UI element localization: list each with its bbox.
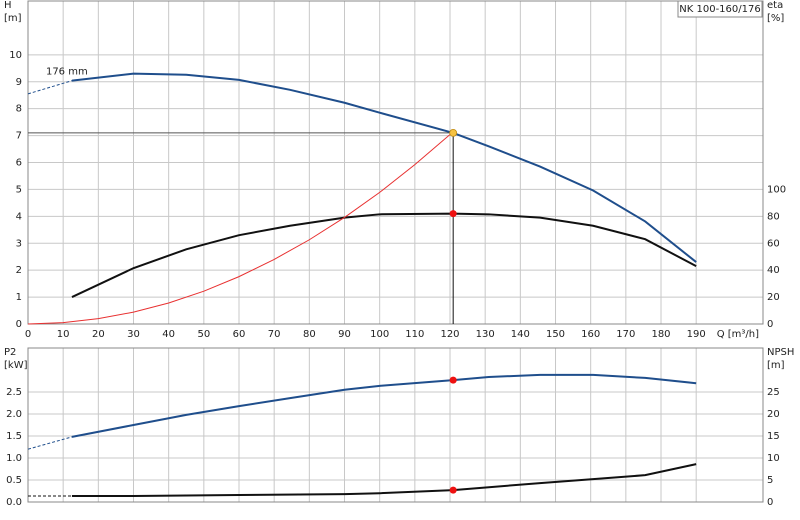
y2-tick-label: 0: [767, 497, 773, 508]
y-axis-label: [m]: [4, 13, 22, 24]
y-tick-label: 2.5: [6, 387, 22, 398]
x-tick-label: 0: [25, 329, 31, 340]
y-tick-label: 3: [16, 238, 22, 249]
y-axis-label: P2: [4, 347, 16, 358]
y-tick-label: 8: [16, 104, 22, 115]
curve-annotation: 176 mm: [46, 67, 88, 78]
x-tick-label: 30: [127, 329, 140, 340]
plot-frame: [27, 0, 764, 325]
y-axis-label: [kW]: [4, 360, 28, 371]
y2-tick-label: 60: [767, 238, 780, 249]
x-tick-label: 190: [687, 329, 706, 340]
y2-axis-label: eta: [767, 0, 783, 11]
plot-frame: [27, 347, 764, 503]
title-box: [677, 0, 763, 18]
x-tick-label: 170: [616, 329, 635, 340]
y-tick-label: 5: [16, 184, 22, 195]
x-tick-label: 160: [581, 329, 600, 340]
y2-tick-label: 20: [767, 409, 780, 420]
y-tick-label: 1.5: [6, 431, 22, 442]
y-tick-label: 2.0: [6, 409, 22, 420]
y-axis-label: H: [4, 0, 12, 11]
y2-axis-label: NPSH: [767, 347, 794, 358]
x-tick-label: 140: [511, 329, 530, 340]
y2-tick-label: 25: [767, 387, 780, 398]
x-tick-label: 60: [233, 329, 246, 340]
y-tick-label: 0: [16, 319, 22, 330]
y2-tick-label: 15: [767, 431, 780, 442]
x-tick-label: 100: [370, 329, 389, 340]
y-tick-label: 10: [9, 50, 22, 61]
x-tick-label: 80: [303, 329, 316, 340]
x-tick-label: 70: [268, 329, 281, 340]
curve: [27, 132, 454, 325]
y-tick-label: 0.0: [6, 497, 22, 508]
curve-extension: [27, 436, 73, 450]
x-tick-label: 180: [651, 329, 670, 340]
y2-tick-label: 10: [767, 453, 780, 464]
curve: [71, 373, 697, 438]
operating-point: [449, 376, 457, 384]
y-tick-label: 9: [16, 77, 22, 88]
y2-tick-label: 5: [767, 475, 773, 486]
chart-title: NK 100-160/176: [679, 4, 760, 15]
curve: [71, 463, 697, 498]
y2-tick-label: 80: [767, 211, 780, 222]
operating-point: [449, 128, 458, 137]
operating-point: [449, 486, 457, 494]
curve: [71, 72, 697, 263]
x-tick-label: 10: [57, 329, 70, 340]
y2-tick-label: 0: [767, 319, 773, 330]
y2-tick-label: 40: [767, 265, 780, 276]
x-tick-label: 110: [405, 329, 424, 340]
x-axis-label: Q [m³/h]: [717, 329, 759, 340]
y2-tick-label: 100: [767, 184, 786, 195]
y2-tick-label: 20: [767, 292, 780, 303]
y2-axis-label: [%]: [767, 13, 784, 24]
y-tick-label: 6: [16, 158, 22, 169]
x-tick-label: 40: [162, 329, 175, 340]
x-tick-label: 20: [92, 329, 105, 340]
curve-extension: [27, 80, 73, 95]
x-tick-label: 50: [197, 329, 210, 340]
y-tick-label: 1: [16, 292, 22, 303]
curve: [71, 212, 697, 298]
x-tick-label: 120: [440, 329, 459, 340]
x-tick-label: 90: [338, 329, 351, 340]
y2-axis-label: [m]: [767, 360, 785, 371]
y-tick-label: 1.0: [6, 453, 22, 464]
y-tick-label: 7: [16, 131, 22, 142]
y-tick-label: 2: [16, 265, 22, 276]
x-tick-label: 130: [476, 329, 495, 340]
operating-point: [449, 210, 457, 218]
y-tick-label: 4: [16, 211, 22, 222]
y-tick-label: 0.5: [6, 475, 22, 486]
x-tick-label: 150: [546, 329, 565, 340]
